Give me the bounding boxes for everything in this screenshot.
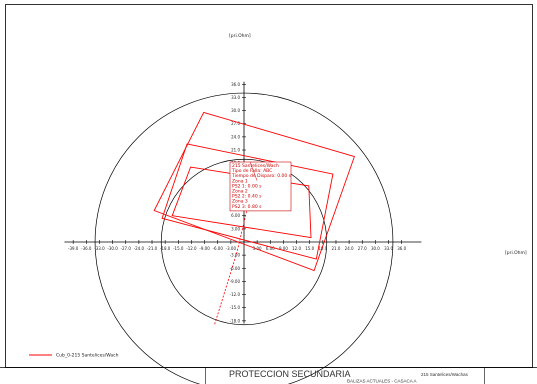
annotation-line: Zona 3 [232, 199, 248, 205]
x-axis-unit-label: [pri.Ohm] [505, 250, 527, 256]
annotation-line: PS2 1: 0.00 s [232, 183, 262, 189]
annotation-box [229, 161, 292, 212]
x-tick-label: 24.0 [345, 246, 354, 251]
x-tick-label: 3.00 [253, 246, 262, 251]
y-tick-label: 33.0 [231, 95, 240, 100]
y-axis-unit-label: [pri.Ohm] [229, 33, 251, 39]
x-tick-label: -24.0 [134, 246, 145, 251]
footer-title: PROTECCION SECUNDARIA [229, 369, 351, 379]
x-tick-label: 12.0 [292, 246, 301, 251]
x-tick-label: -21.0 [147, 246, 158, 251]
x-tick-label: 9.00 [279, 246, 288, 251]
y-tick-label: 27.0 [231, 121, 240, 126]
x-tick-label: 21.0 [332, 246, 341, 251]
title-block: PROTECCION SECUNDARIA 215 Santelices/Wac… [0, 367, 537, 384]
x-tick-label: 27.0 [358, 246, 367, 251]
annotation-line: Tiempo de Disparo: 0.00 s [231, 173, 292, 179]
fault-line [214, 179, 255, 325]
annotation-line: PS2 2: 0.40 s [232, 194, 262, 200]
y-tick-label: -12.0 [230, 292, 241, 297]
annotation-line: Zona 1 [232, 178, 248, 184]
y-tick-label: 24.0 [231, 134, 240, 139]
y-tick-label: -15.0 [230, 305, 241, 310]
x-tick-label: 18.0 [318, 246, 327, 251]
x-tick-label: 33.0 [384, 246, 393, 251]
annotation-line: PS2 3: 0.80 s [232, 204, 262, 210]
x-tick-label: 6.00 [266, 246, 275, 251]
x-tick-label: 15.0 [305, 246, 314, 251]
x-tick-label: 30.0 [371, 246, 380, 251]
x-tick-label: -9.00 [199, 246, 210, 251]
y-tick-label: 3.00 [231, 226, 240, 231]
x-tick-label: -12.0 [186, 246, 197, 251]
y-tick-label: -3.00 [230, 253, 241, 258]
y-tick-label: 30.0 [231, 108, 240, 113]
footer-sub-label: BALIZAS ACTUALES - CASACA A [347, 379, 417, 384]
x-tick-label: 36.0 [397, 246, 406, 251]
x-tick-label: -39.0 [68, 246, 79, 251]
annotation-line: Zona 2 [232, 189, 248, 195]
footer-right-label: 215 Santelices/Wachas [421, 372, 469, 377]
annotation-line: Tipo de Falla: ABC [231, 168, 272, 174]
y-tick-label: -6.00 [230, 266, 241, 271]
x-tick-label: -27.0 [121, 246, 132, 251]
legend-label: Cub_0-215 Santelices/Wach [56, 353, 119, 359]
x-tick-label: -33.0 [94, 246, 105, 251]
y-tick-label: 21.0 [231, 148, 240, 153]
x-tick-label: -30.0 [107, 246, 118, 251]
legend: Cub_0-215 Santelices/Wach [29, 353, 119, 359]
y-tick-label: -18.0 [230, 318, 241, 323]
x-tick-label: -6.00 [213, 246, 224, 251]
annotation-leader [249, 161, 258, 181]
zone-3-polygon [153, 111, 355, 272]
x-tick-label: -18.0 [160, 246, 171, 251]
annotation-line: 215 Santelices/Wach [232, 163, 279, 169]
x-tick-label: -15.0 [173, 246, 184, 251]
y-tick-label: 6.00 [231, 213, 240, 218]
y-tick-label: 36.0 [231, 82, 240, 87]
x-tick-label: -3.00 [226, 246, 237, 251]
x-tick-label: -36.0 [81, 246, 92, 251]
y-tick-label: -9.00 [230, 279, 241, 284]
